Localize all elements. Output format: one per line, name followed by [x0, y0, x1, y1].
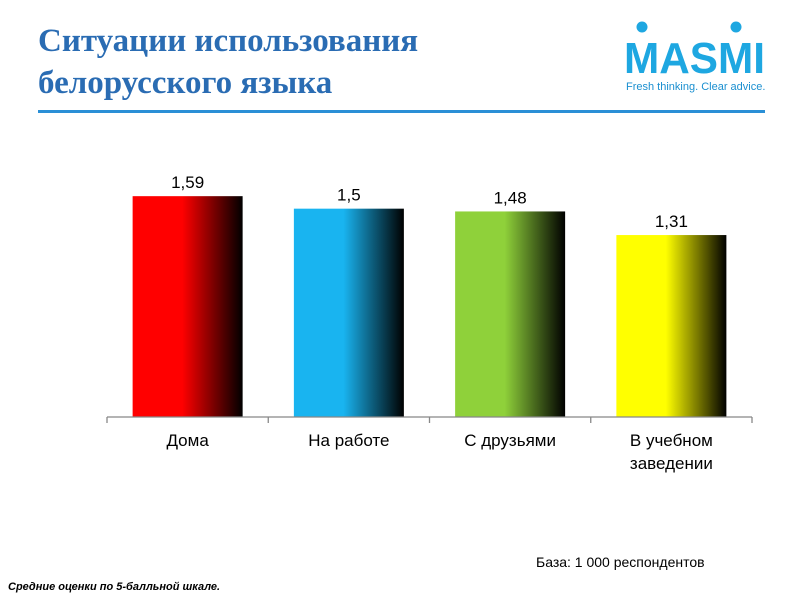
value-label: 1,48 — [494, 188, 527, 207]
category-label: заведении — [630, 454, 713, 473]
category-label: Дома — [166, 431, 209, 450]
title-line-2: белорусского языка — [38, 65, 333, 101]
slide-title: Ситуации использования белорусского язык… — [38, 20, 558, 104]
bar — [132, 196, 243, 417]
sample-base-note: База: 1 000 респондентов — [536, 554, 705, 570]
value-label: 1,31 — [655, 212, 688, 231]
title-divider — [38, 110, 765, 113]
logo-word: MASMI — [624, 34, 765, 83]
bar — [455, 211, 566, 417]
footnote: Средние оценки по 5-балльной шкале. — [8, 581, 221, 593]
bar — [616, 235, 727, 417]
logo-dot-left — [636, 21, 648, 33]
title-line-1: Ситуации использования — [38, 23, 419, 59]
category-label: С друзьями — [464, 431, 556, 450]
bar — [293, 208, 404, 417]
logo-tagline: Fresh thinking. Clear advice. — [626, 81, 765, 93]
masmi-logo: MASMI Fresh thinking. Clear advice. — [624, 21, 765, 93]
category-label: На работе — [308, 431, 389, 450]
category-label: В учебном — [630, 431, 713, 450]
value-label: 1,59 — [171, 173, 204, 192]
logo-dot-right — [730, 21, 742, 33]
value-label: 1,5 — [337, 186, 361, 205]
